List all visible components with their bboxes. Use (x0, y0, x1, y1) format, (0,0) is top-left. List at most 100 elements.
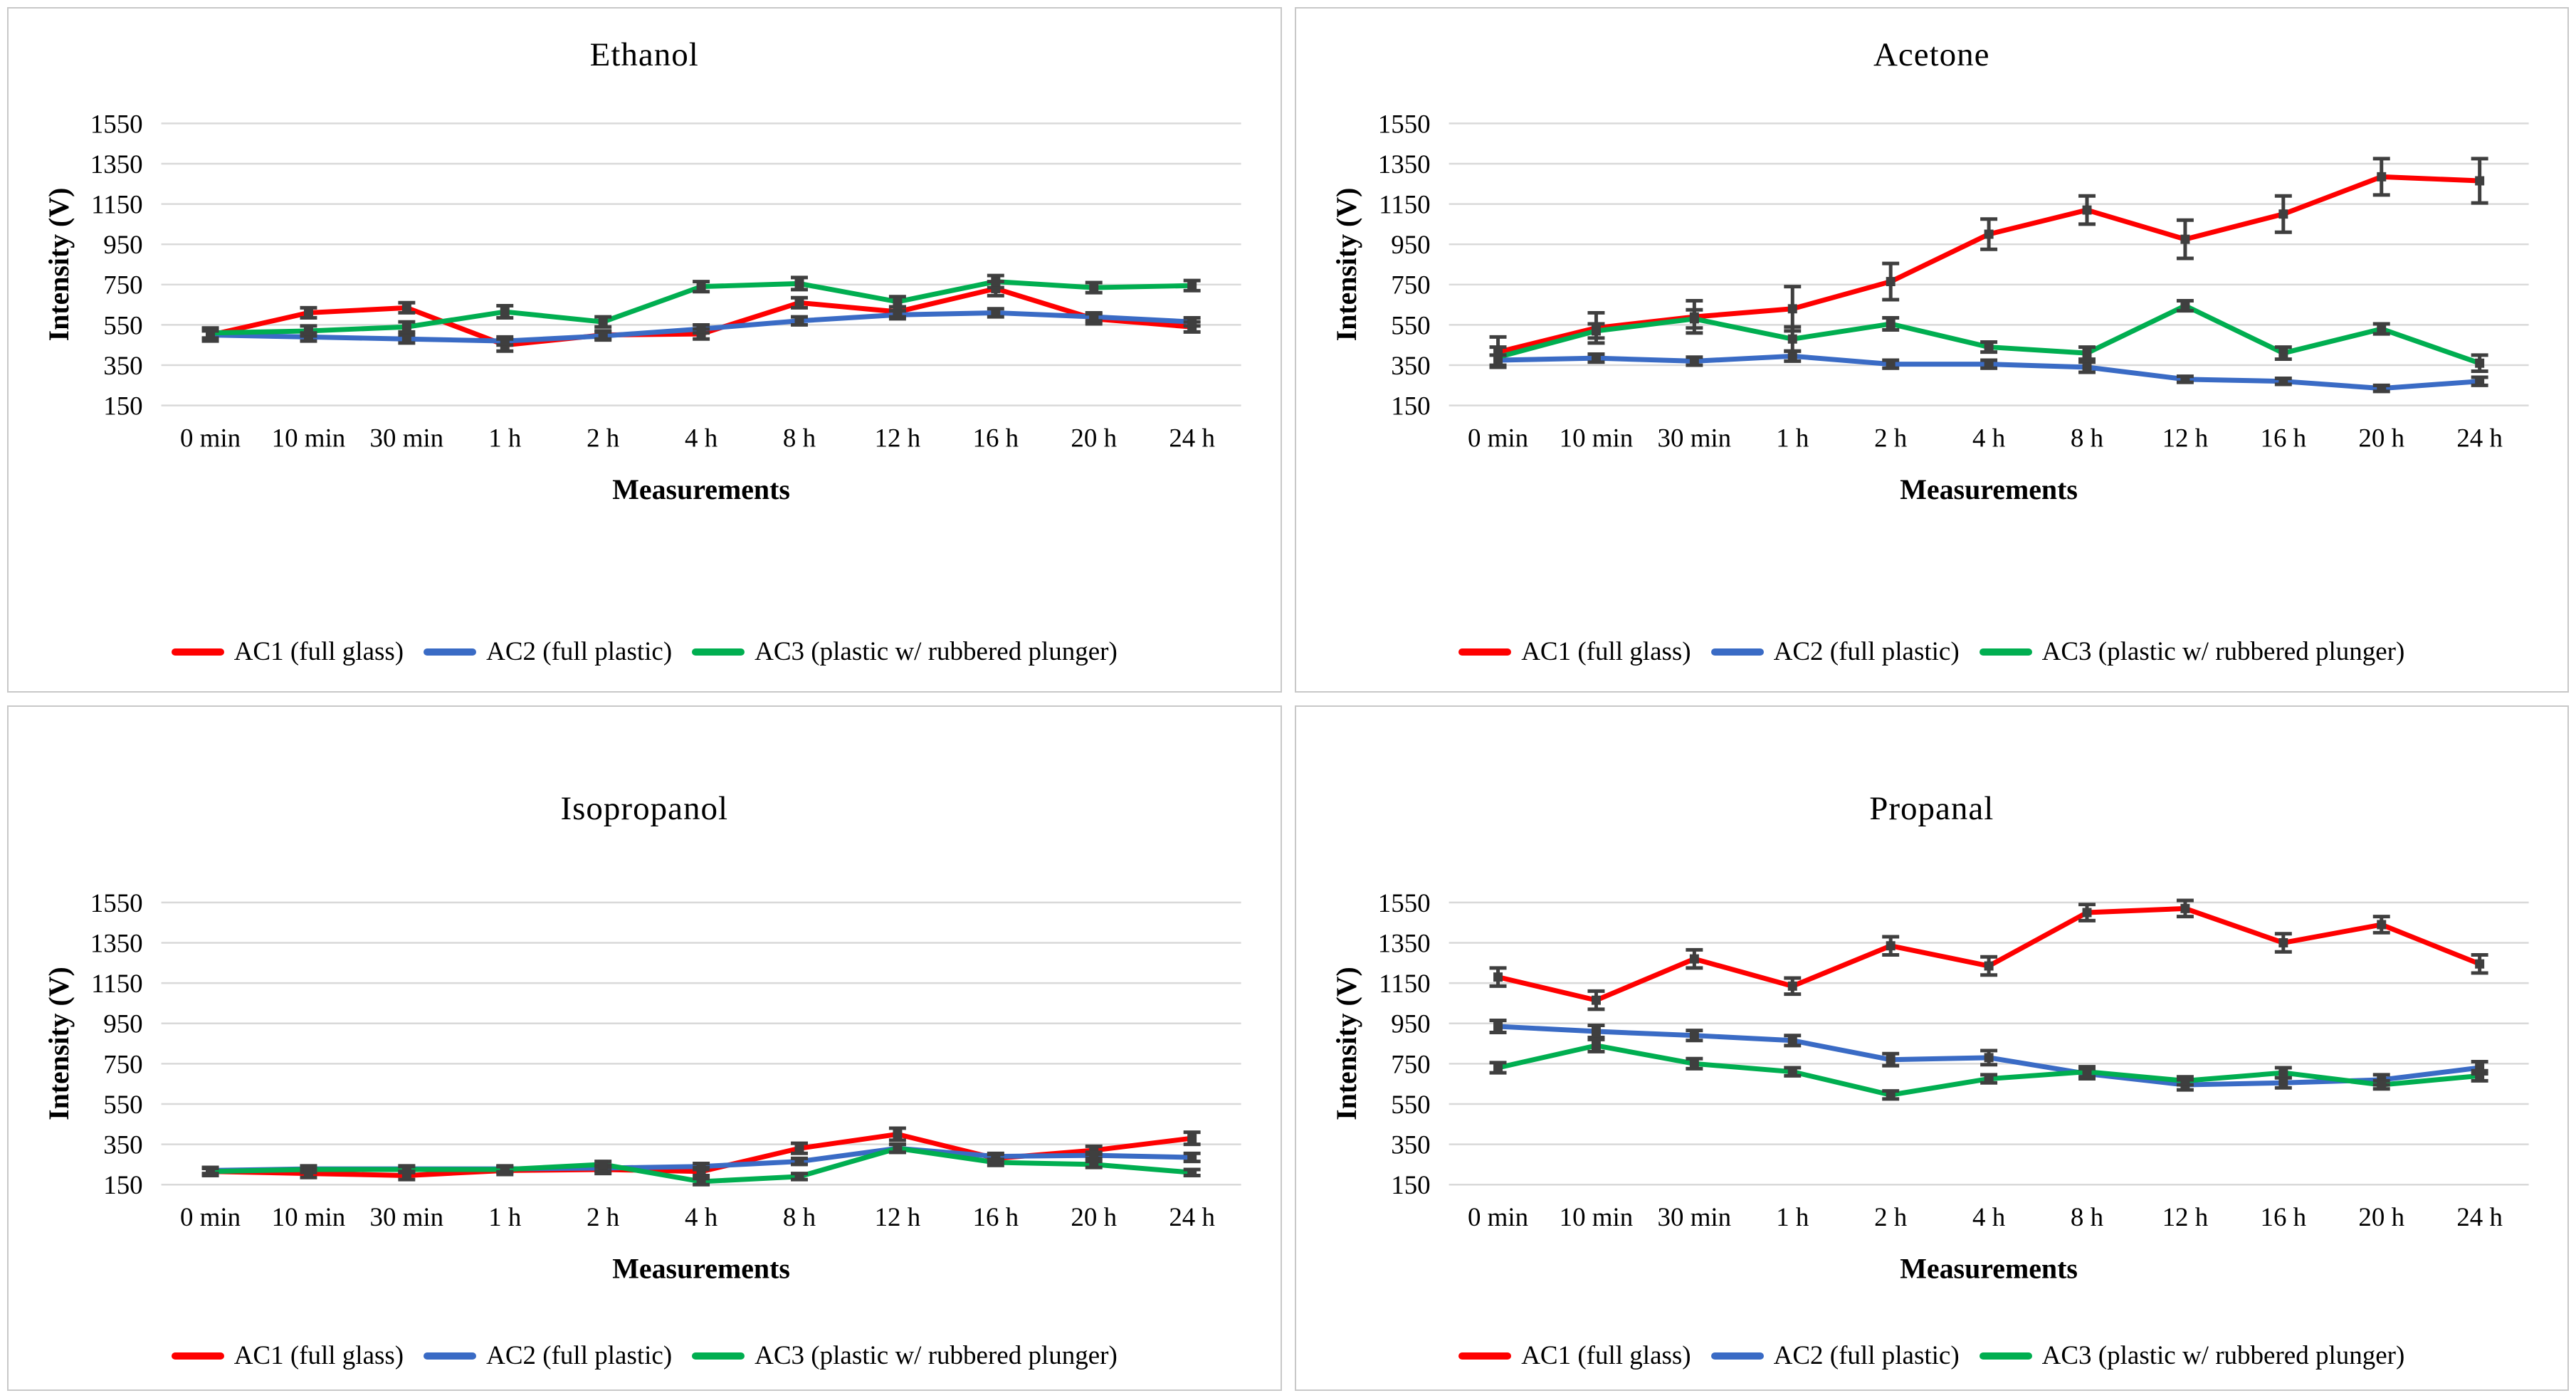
legend-swatch-ac1 (171, 648, 224, 656)
ac3-error-bars (1489, 298, 2488, 374)
legend-swatch-ac2 (1710, 648, 1764, 656)
y-axis-title: Intensity (V) (43, 188, 75, 342)
legend-swatch-ac3 (1979, 1352, 2032, 1360)
svg-text:750: 750 (103, 270, 142, 300)
legend-item-ac3: AC3 (plastic w/ rubbered plunger) (692, 1340, 1118, 1371)
svg-text:24 h: 24 h (1169, 1202, 1215, 1231)
svg-text:950: 950 (1391, 230, 1430, 259)
x-axis-title: Measurements (612, 1253, 790, 1285)
svg-text:1550: 1550 (90, 888, 143, 918)
chart-panel-ethanol: Ethanol 150 350 550 750 950 1150 1350 1550 0 min… (7, 7, 1282, 693)
svg-text:16 h: 16 h (973, 423, 1019, 452)
svg-text:24 h: 24 h (1169, 423, 1215, 452)
y-axis-title: Intensity (V) (1330, 188, 1362, 342)
svg-text:150: 150 (103, 391, 142, 421)
acetone-legend: AC1 (full glass) AC2 (full plastic) AC3 (p… (1296, 636, 2568, 667)
svg-text:1 h: 1 h (488, 1202, 521, 1231)
svg-text:1550: 1550 (1377, 888, 1430, 918)
svg-text:150: 150 (1391, 391, 1430, 421)
svg-text:2 h: 2 h (587, 423, 619, 452)
svg-text:10 min: 10 min (1559, 1202, 1633, 1231)
svg-text:1 h: 1 h (1776, 1202, 1809, 1231)
svg-text:1350: 1350 (1377, 928, 1430, 957)
svg-text:4 h: 4 h (685, 1202, 717, 1231)
ac3-error-bars (1489, 1037, 2488, 1101)
svg-text:2 h: 2 h (1874, 423, 1907, 452)
svg-text:16 h: 16 h (973, 1202, 1019, 1231)
y-tick-labels: 150 350 550 750 950 1150 1350 1550 (90, 888, 143, 1199)
isopropanol-legend: AC1 (full glass) AC2 (full plastic) AC3 (p… (9, 1340, 1281, 1371)
x-tick-labels: 0 min 10 min 30 min 1 h 2 h 4 h 8 h 12 h 16 h 20 … (1467, 423, 2502, 452)
legend-label-ac1: AC1 (full glass) (233, 1341, 404, 1370)
legend-item-ac1: AC1 (full glass) (1458, 1340, 1691, 1371)
svg-text:16 h: 16 h (2260, 1202, 2306, 1231)
svg-text:750: 750 (103, 1049, 142, 1078)
chart-panel-propanal: Propanal 150 350 550 750 950 1150 1350 1550 0 mi… (1294, 705, 2569, 1391)
svg-text:4 h: 4 h (1972, 1202, 2005, 1231)
svg-text:1150: 1150 (1379, 190, 1430, 219)
svg-text:8 h: 8 h (783, 1202, 816, 1231)
isopropanol-plot: 150 350 550 750 950 1150 1350 1550 0 min 10 min 30… (43, 888, 1241, 1285)
legend-label-ac3: AC3 (plastic w/ rubbered plunger) (2041, 637, 2405, 666)
svg-text:0 min: 0 min (1467, 1202, 1528, 1231)
chart-panel-isopropanol: Isopropanol 150 350 550 750 950 1150 1350 1550 0… (7, 705, 1282, 1391)
legend-label-ac3: AC3 (plastic w/ rubbered plunger) (755, 637, 1118, 666)
svg-text:30 min: 30 min (1657, 1202, 1731, 1231)
legend-label-ac1: AC1 (full glass) (1521, 637, 1691, 666)
legend-label-ac3: AC3 (plastic w/ rubbered plunger) (755, 1341, 1118, 1370)
legend-item-ac1: AC1 (full glass) (171, 1340, 404, 1371)
y-axis-title: Intensity (V) (1330, 967, 1362, 1120)
svg-text:1350: 1350 (1377, 149, 1430, 179)
svg-text:16 h: 16 h (2260, 423, 2306, 452)
legend-swatch-ac1 (1458, 1352, 1512, 1360)
legend-item-ac2: AC2 (full plastic) (1710, 1340, 1960, 1371)
ac1-error-bars (1489, 898, 2488, 1011)
svg-text:1550: 1550 (90, 109, 143, 138)
svg-text:10 min: 10 min (272, 423, 346, 452)
legend-label-ac1: AC1 (full glass) (233, 637, 404, 666)
svg-text:30 min: 30 min (370, 423, 444, 452)
svg-text:4 h: 4 h (685, 423, 717, 452)
svg-text:8 h: 8 h (2070, 1202, 2103, 1231)
svg-text:350: 350 (103, 351, 142, 380)
chart-title-acetone: Acetone (1873, 36, 1990, 73)
y-tick-labels: 150 350 550 750 950 1150 1350 1550 (1377, 888, 1430, 1199)
svg-text:150: 150 (1391, 1170, 1430, 1199)
svg-text:150: 150 (103, 1170, 142, 1199)
svg-text:1350: 1350 (90, 149, 143, 179)
svg-text:12 h: 12 h (2162, 1202, 2208, 1231)
chart-title-propanal: Propanal (1869, 790, 1994, 827)
ac3-error-bars (201, 273, 1201, 340)
svg-text:0 min: 0 min (180, 423, 241, 452)
x-tick-labels: 0 min 10 min 30 min 1 h 2 h 4 h 8 h 12 h 16 h 20 … (1467, 1202, 2502, 1231)
chart-panel-acetone: Acetone 150 350 550 750 950 1150 1350 1550 0 min… (1294, 7, 2569, 693)
svg-text:350: 350 (103, 1130, 142, 1160)
svg-text:550: 550 (103, 1090, 142, 1119)
legend-label-ac2: AC2 (full plastic) (486, 637, 673, 666)
ethanol-legend: AC1 (full glass) AC2 (full plastic) AC3 (p… (9, 636, 1281, 667)
legend-swatch-ac3 (1979, 648, 2032, 656)
svg-text:20 h: 20 h (2358, 1202, 2404, 1231)
chart-title-ethanol: Ethanol (589, 36, 699, 73)
ac1-line (1495, 905, 2482, 1003)
legend-swatch-ac2 (424, 648, 477, 656)
svg-text:1150: 1150 (1379, 969, 1430, 998)
ac1-error-bars (1489, 157, 2488, 369)
legend-item-ac1: AC1 (full glass) (1458, 636, 1691, 667)
x-tick-labels: 0 min 10 min 30 min 1 h 2 h 4 h 8 h 12 h 16 h 20 … (180, 423, 1215, 452)
svg-text:0 min: 0 min (180, 1202, 241, 1231)
legend-swatch-ac2 (1710, 1352, 1764, 1360)
legend-item-ac2: AC2 (full plastic) (424, 636, 672, 667)
svg-text:550: 550 (1391, 1090, 1430, 1119)
y-axis-title: Intensity (V) (43, 967, 75, 1120)
svg-text:950: 950 (1391, 1009, 1430, 1039)
legend-label-ac1: AC1 (full glass) (1521, 1341, 1691, 1370)
svg-text:10 min: 10 min (1559, 423, 1633, 452)
svg-text:1 h: 1 h (488, 423, 521, 452)
svg-text:750: 750 (1391, 270, 1430, 300)
ethanol-plot: 150 350 550 750 950 1150 1350 1550 0 min 10 min 30… (43, 109, 1241, 505)
svg-text:1150: 1150 (91, 969, 142, 998)
svg-text:12 h: 12 h (875, 423, 921, 452)
x-axis-title: Measurements (1900, 1253, 2078, 1285)
